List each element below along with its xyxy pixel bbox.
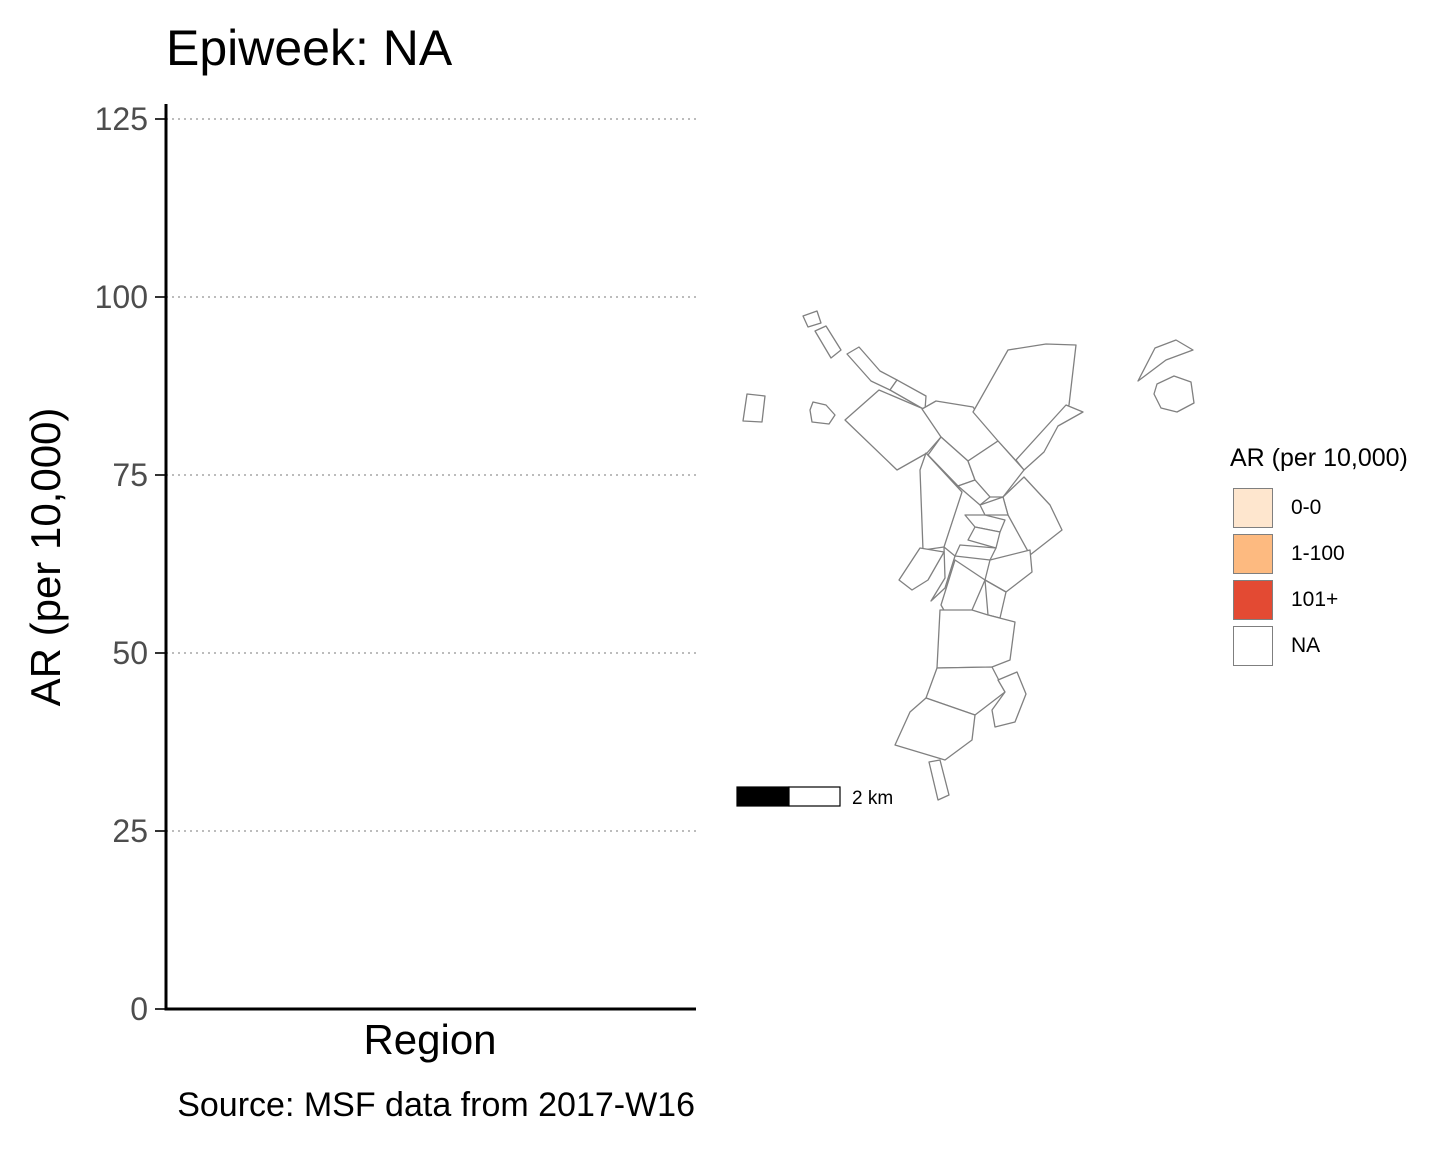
legend-item: NA — [1230, 623, 1408, 669]
chart-caption: Source: MSF data from 2017-W16 — [177, 1086, 695, 1124]
map-region — [991, 671, 1027, 728]
y-axis-label: AR (per 10,000) — [22, 407, 69, 707]
legend-item: 0-0 — [1230, 485, 1408, 531]
legend-label: 0-0 — [1291, 496, 1322, 519]
y-tick-label: 0 — [130, 991, 148, 1027]
y-tick-label: 125 — [95, 101, 148, 137]
map-region — [814, 325, 842, 359]
legend-swatch — [1233, 534, 1273, 574]
legend-swatch — [1233, 626, 1273, 666]
y-tick-label: 25 — [112, 813, 148, 849]
y-tick-label: 50 — [112, 635, 148, 671]
legend-item: 101+ — [1230, 577, 1408, 623]
map-region — [742, 393, 766, 423]
map-region — [984, 549, 1033, 593]
legend-items: 0-0 1-100 101+ NA — [1230, 485, 1408, 669]
map-region — [898, 547, 945, 591]
scale-bar-label: 2 km — [852, 788, 894, 809]
map-region — [928, 759, 950, 801]
map-region — [925, 666, 1006, 716]
x-axis-label: Region — [363, 1016, 497, 1063]
legend-label: 101+ — [1291, 588, 1339, 611]
map-region — [894, 697, 976, 761]
gridlines — [166, 118, 696, 832]
legend-title: AR (per 10,000) — [1230, 444, 1408, 472]
map-legend: AR (per 10,000) 0-0 1-100 101+ NA — [1230, 444, 1408, 669]
scale-bar-black-segment — [736, 786, 790, 807]
scale-bar — [736, 786, 841, 807]
y-axis-ticks: 0 25 50 75 100 125 — [95, 101, 166, 1027]
y-tick-label: 100 — [95, 279, 148, 315]
legend-item: 1-100 — [1230, 531, 1408, 577]
legend-label: NA — [1291, 634, 1321, 657]
scale-bar-white-segment — [788, 786, 841, 807]
map-region — [919, 452, 963, 551]
map-region — [802, 310, 822, 328]
legend-swatch — [1233, 580, 1273, 620]
map-region — [1137, 339, 1194, 382]
map-region — [1153, 375, 1195, 413]
legend-swatch — [1233, 488, 1273, 528]
map-region — [930, 546, 956, 602]
map-region — [964, 514, 1006, 533]
map-region — [936, 609, 1016, 669]
map-region — [1002, 476, 1063, 556]
map-region — [809, 401, 836, 425]
map-region — [979, 496, 1009, 516]
map-region — [954, 544, 997, 561]
chart-title: Epiweek: NA — [166, 20, 453, 76]
map-region — [957, 479, 991, 506]
legend-label: 1-100 — [1291, 542, 1345, 565]
map-region — [846, 346, 898, 391]
y-tick-label: 75 — [112, 457, 148, 493]
region-map — [742, 310, 1195, 801]
